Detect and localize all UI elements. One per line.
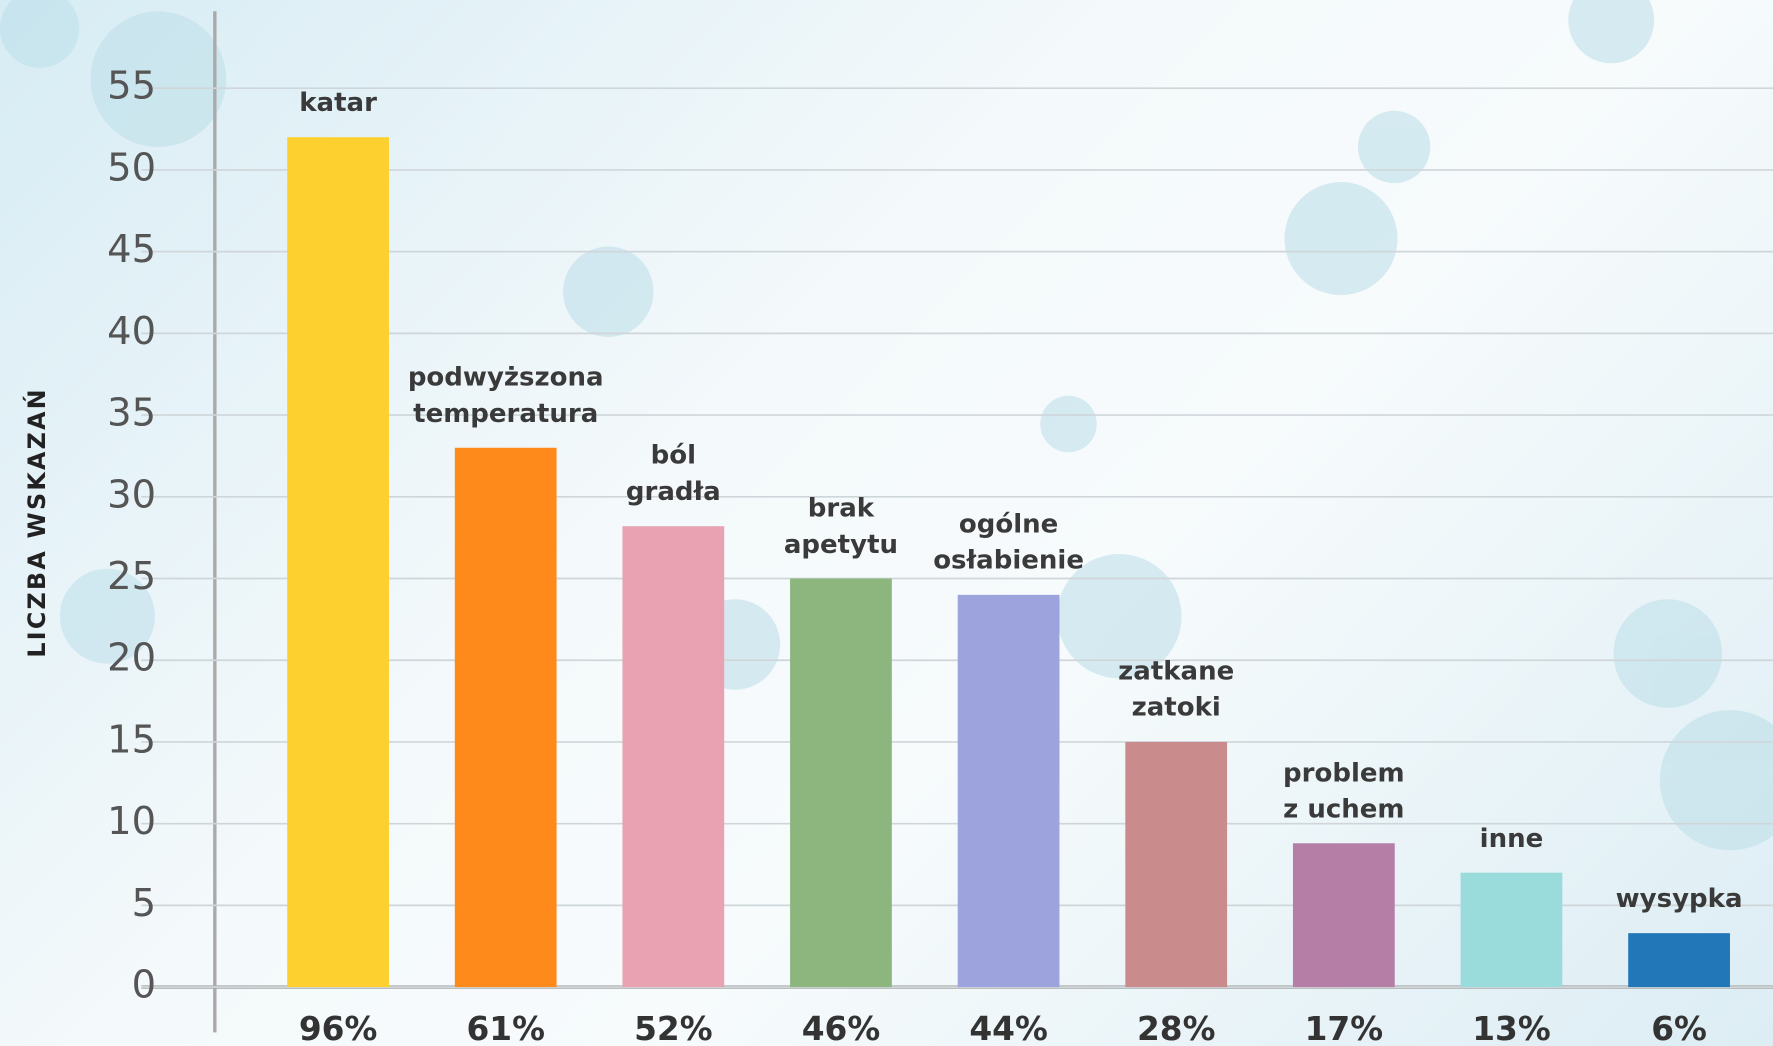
bar-label: podwyższona temperatura	[407, 362, 604, 429]
x-tick-label: 61%	[466, 1009, 545, 1046]
bar	[1292, 843, 1395, 988]
y-tick-label: 50	[107, 145, 156, 190]
y-tick-label: 10	[107, 799, 156, 844]
y-tick-label: 5	[132, 881, 156, 926]
bar-label: zatkane zatoki	[1118, 657, 1235, 723]
y-tick-label: 45	[107, 227, 156, 272]
x-tick-label: 52%	[634, 1009, 713, 1046]
bar	[622, 526, 725, 988]
y-tick-label: 20	[107, 636, 156, 681]
decoration	[0, 0, 1773, 851]
bar-label: ogólne osłabienie	[933, 510, 1084, 576]
bar	[454, 447, 557, 988]
bar-label: brak apetytu	[783, 493, 899, 560]
y-tick-label: 40	[107, 309, 156, 354]
bar-label: ból gradła	[625, 441, 721, 507]
x-tick-label: 46%	[801, 1009, 881, 1046]
bar	[1628, 933, 1730, 988]
y-tick-label: 55	[107, 64, 156, 109]
bar-label: inne	[1479, 824, 1544, 854]
bar-label: wysypka	[1615, 884, 1743, 914]
x-tick-label: 28%	[1136, 1009, 1216, 1046]
bar	[287, 137, 389, 988]
y-tick-label: 35	[107, 391, 156, 436]
bar	[957, 594, 1060, 988]
x-tick-label: 17%	[1304, 1009, 1384, 1046]
x-tick-label: 44%	[969, 1009, 1048, 1046]
x-tick-label: 13%	[1472, 1009, 1551, 1046]
y-tick-label: 15	[107, 717, 156, 762]
bar-label: katar	[299, 88, 377, 118]
y-axis-label: LICZBA WSKAZAŃ	[23, 387, 51, 657]
x-tick-label: 6%	[1651, 1009, 1707, 1046]
bar-label: problem z uchem	[1283, 758, 1405, 825]
y-tick-label: 25	[107, 554, 156, 599]
y-tick-label: 30	[107, 472, 156, 517]
y-tick-label: 0	[132, 963, 156, 1008]
bar	[1125, 741, 1228, 988]
bar	[1460, 872, 1563, 988]
bar	[790, 578, 892, 988]
x-tick-label: 96%	[298, 1009, 378, 1046]
